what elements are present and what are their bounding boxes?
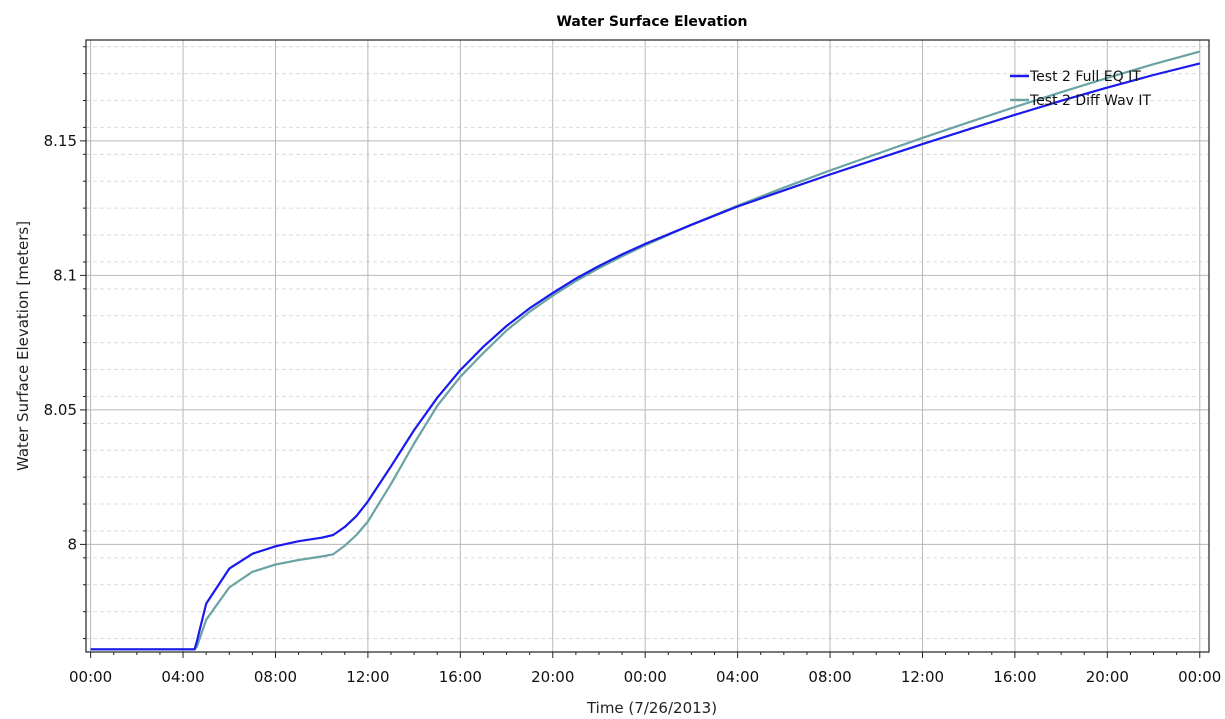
x-tick-label: 08:00 [808,668,851,686]
plot-area-frame [85,39,1210,653]
x-tick-label: 08:00 [254,668,297,686]
legend: Test 2 Full EQ IT Test 2 Diff Wav IT [1010,69,1152,109]
chart-title: Water Surface Elevation [556,14,747,30]
y-tick-label: 8 [67,535,77,553]
y-tick-label: 8.05 [44,401,77,419]
x-tick-label: 20:00 [1086,668,1129,686]
axes: 8 8.05 8.1 8.15 00:00 04:00 08:00 12:00 16:00 20:… [44,46,1221,686]
x-tick-label: 20:00 [531,668,574,686]
series-line-1 [90,62,1201,651]
x-axis-label: Time (7/26/2013) [586,699,717,717]
series-line-2 [90,50,1201,651]
x-tick-label: 12:00 [346,668,389,686]
series-lines [90,50,1201,651]
x-tick-label: 00:00 [624,668,667,686]
x-tick-label: 16:00 [439,668,482,686]
x-tick-label: 00:00 [1178,668,1221,686]
x-tick-label: 04:00 [716,668,759,686]
x-tick-label: 12:00 [901,668,944,686]
x-tick-label: 16:00 [993,668,1036,686]
grid [86,40,1209,652]
y-tick-label: 8.15 [44,132,77,150]
y-axis-label: Water Surface Elevation [meters] [14,221,32,471]
x-tick-label: 00:00 [69,668,112,686]
legend-label-2: Test 2 Diff Wav IT [1029,93,1152,109]
legend-label-1: Test 2 Full EQ IT [1029,69,1141,85]
x-tick-label: 04:00 [161,668,204,686]
y-tick-label: 8.1 [53,266,77,284]
